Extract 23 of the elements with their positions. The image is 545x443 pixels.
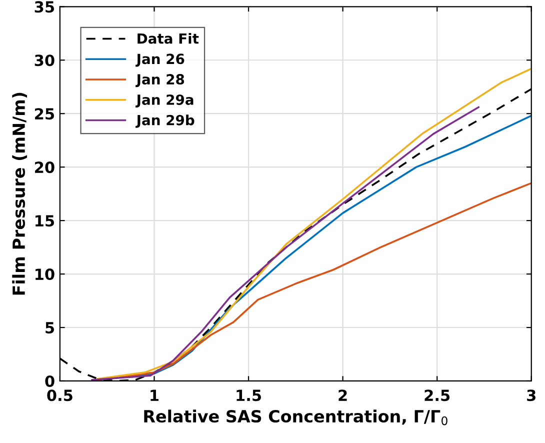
legend-label: Jan 29a (136, 94, 194, 108)
legend-label: Jan 29b (136, 114, 194, 128)
y-tick-label: 30 (34, 54, 54, 66)
x-tick-label: 2.5 (424, 390, 450, 402)
y-tick-label: 25 (35, 108, 54, 120)
x-axis-title: Relative SAS Concentration, Γ/Γ$_{0}$ (144, 410, 448, 426)
y-axis-title: Film Pressure (mN/m) (12, 92, 28, 295)
legend-label: Jan 28 (136, 74, 184, 88)
y-tick-label: 5 (46, 322, 54, 334)
line-series (91, 106, 480, 381)
y-tick-label: 35 (34, 1, 54, 13)
y-tick-label: 10 (36, 268, 54, 280)
line-series (96, 182, 532, 381)
x-tick-label: 2 (338, 390, 347, 401)
y-tick-label: 15 (36, 215, 54, 227)
x-tick-label: 0.5 (47, 390, 72, 402)
y-tick-label: 0 (45, 375, 54, 387)
y-tick-label: 20 (35, 162, 54, 174)
x-tick-label: 1 (150, 390, 158, 401)
x-tick-label: 1.5 (236, 390, 261, 402)
legend-label: Jan 26 (136, 54, 184, 67)
x-tick-label: 3 (527, 390, 536, 402)
legend-label: Data Fit (138, 33, 199, 44)
